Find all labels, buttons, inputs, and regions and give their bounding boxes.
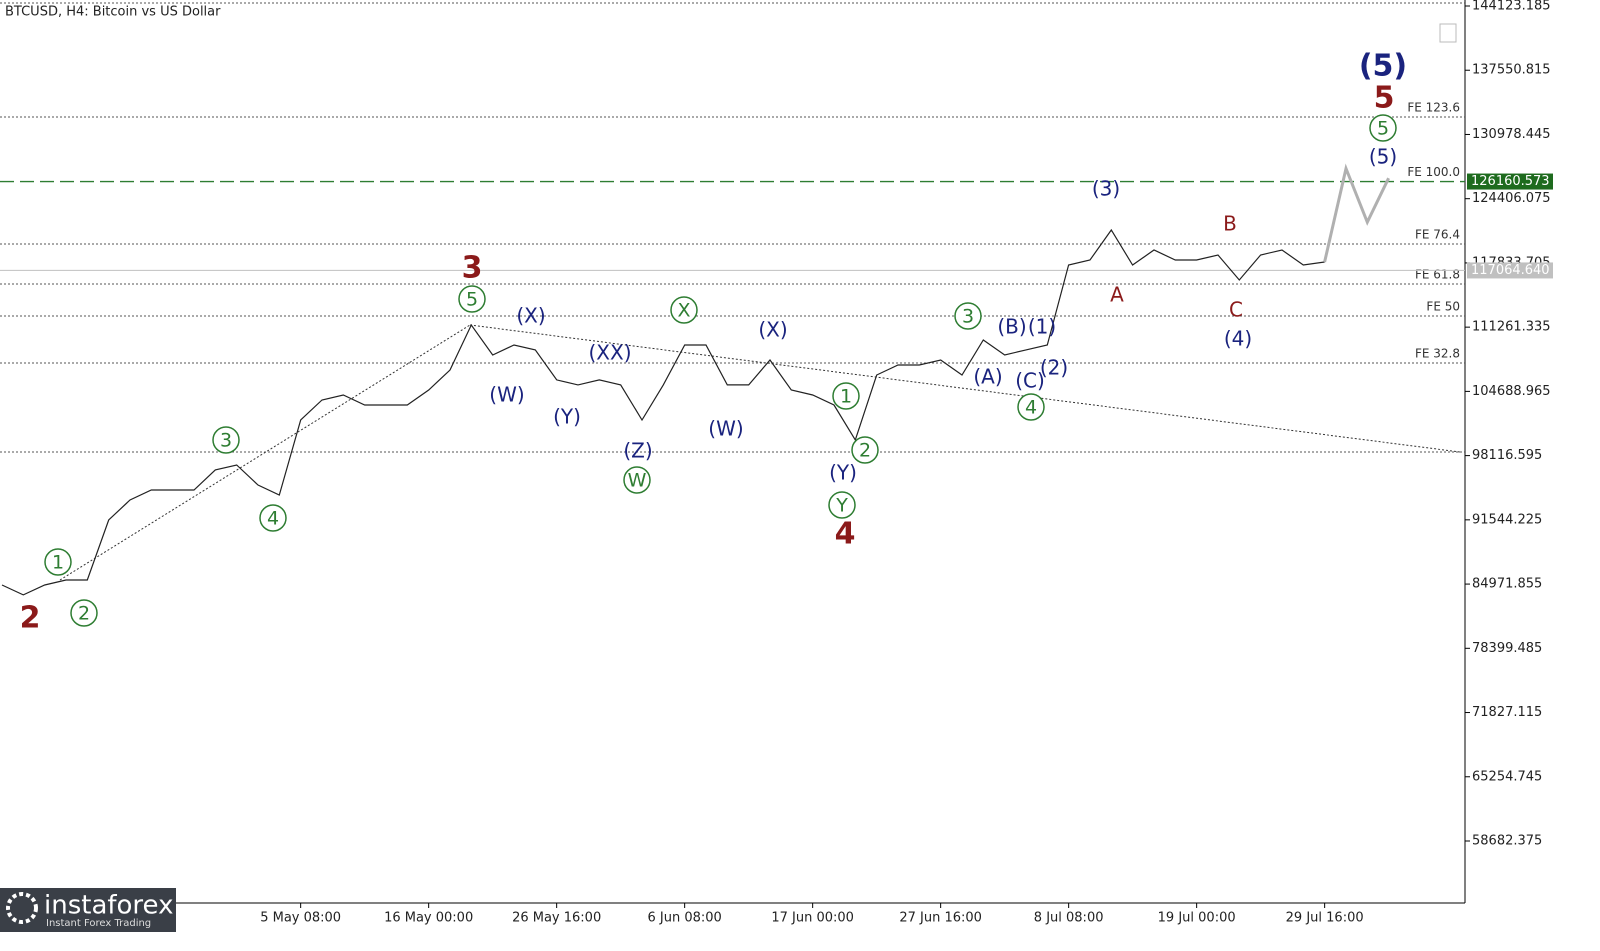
- y-tick-label: 130978.445: [1472, 127, 1551, 142]
- x-tick-label: 19 Jul 00:00: [1158, 911, 1236, 926]
- wave-circle: [44, 548, 72, 576]
- y-tick-label: 58682.375: [1472, 833, 1542, 848]
- x-tick-label: 6 Jun 08:00: [647, 911, 721, 926]
- x-tick-label: 8 Jul 08:00: [1034, 911, 1104, 926]
- wave-label: 1: [840, 386, 852, 408]
- wave-label: Y: [835, 495, 848, 517]
- wave-label: (1): [1028, 315, 1056, 339]
- wave-label: 5: [1374, 81, 1395, 116]
- y-tick-label: 91544.225: [1472, 512, 1542, 527]
- level-label: FE 123.6: [1407, 101, 1460, 115]
- wave-circle: [832, 382, 860, 410]
- wave-circle: [70, 599, 98, 627]
- wave-label: (W): [489, 383, 524, 407]
- y-tick-label: 111261.335: [1472, 320, 1551, 335]
- x-tick-label: 17 Jun 00:00: [771, 911, 854, 926]
- wave-circle: [458, 285, 486, 313]
- wave-label: 2: [20, 601, 41, 636]
- wave-label: B: [1223, 212, 1237, 236]
- y-tick-label: 98116.595: [1472, 448, 1542, 463]
- x-tick-label: 29 Jul 16:00: [1286, 911, 1364, 926]
- wave-circle: [212, 426, 240, 454]
- level-label: FE 32.8: [1415, 346, 1460, 360]
- wave-label: (2): [1040, 356, 1068, 380]
- logo-name: instaforex: [44, 891, 173, 921]
- wave-label: 4: [835, 517, 856, 552]
- level-label: FE 100.0: [1407, 165, 1460, 179]
- level-label: FE 161.8: [1407, 0, 1460, 1]
- trend-line: [59, 324, 471, 581]
- y-tick-label: 104688.965: [1472, 384, 1551, 399]
- wave-label: (Y): [553, 405, 581, 429]
- wave-circle: [623, 466, 651, 494]
- wave-circle: [259, 504, 287, 532]
- y-tick-label: 84971.855: [1472, 577, 1542, 592]
- wave-label: (XX): [588, 341, 631, 365]
- wave-label: 3: [220, 430, 232, 452]
- wave-circle: [1017, 393, 1045, 421]
- wave-label: (Y): [829, 461, 857, 485]
- y-tick-label: 124406.075: [1472, 191, 1551, 206]
- level-badge-label: 126160.573: [1471, 174, 1550, 189]
- wave-label: C: [1229, 298, 1243, 322]
- wave-label: (4): [1224, 327, 1252, 351]
- y-tick-label: 144123.185: [1472, 0, 1551, 13]
- y-tick-label: 137550.815: [1472, 63, 1551, 78]
- wave-label: 2: [78, 603, 90, 625]
- y-tick-label: 65254.745: [1472, 769, 1542, 784]
- wave-label: 1: [52, 552, 64, 574]
- wave-label: (Z): [623, 439, 652, 463]
- wave-label: 4: [1025, 397, 1037, 419]
- y-tick-label: 71827.115: [1472, 705, 1542, 720]
- wave-label: (3): [1092, 177, 1120, 201]
- wave-label: A: [1110, 283, 1124, 307]
- wave-label: (X): [758, 318, 787, 342]
- wave-label: 3: [462, 251, 483, 286]
- y-tick-label: 78399.485: [1472, 641, 1542, 656]
- x-tick-label: 26 May 16:00: [512, 911, 601, 926]
- price-badge-label: 117064.640: [1471, 263, 1550, 278]
- wave-circle: [954, 302, 982, 330]
- wave-label: 5: [1377, 118, 1389, 140]
- wave-label: (X): [516, 304, 545, 328]
- level-label: FE 76.4: [1415, 227, 1460, 241]
- wave-label: W: [628, 470, 647, 492]
- wave-label: 2: [859, 440, 871, 462]
- level-label: FE 50: [1426, 299, 1460, 313]
- wave-label: 4: [267, 508, 279, 530]
- wave-label: (C): [1015, 369, 1045, 393]
- price-badge: [1467, 262, 1553, 279]
- tool-button[interactable]: [1439, 23, 1457, 43]
- wave-label: 3: [962, 306, 974, 328]
- wave-circle: [1369, 114, 1397, 142]
- x-tick-label: 27 Jun 16:00: [899, 911, 982, 926]
- wave-label: 5: [466, 289, 478, 311]
- x-tick-label: 5 May 08:00: [260, 911, 341, 926]
- wave-circle: [670, 296, 698, 324]
- level-badge: [1467, 173, 1553, 190]
- chart-title: BTCUSD, H4: Bitcoin vs US Dollar: [5, 5, 221, 20]
- wave-label: (5): [1359, 49, 1407, 84]
- wave-circle: [828, 491, 856, 519]
- wave-label: (5): [1369, 145, 1397, 169]
- logo-icon: [6, 892, 38, 924]
- wave-label: (B): [997, 315, 1026, 339]
- series-line: [1, 228, 1325, 596]
- logo-tagline: Instant Forex Trading: [46, 918, 151, 929]
- wave-circle: [851, 436, 879, 464]
- wave-label: X: [677, 300, 690, 322]
- x-tick-label: 16 May 00:00: [384, 911, 473, 926]
- wave-label: (A): [973, 365, 1002, 389]
- level-label: FE 61.8: [1415, 267, 1460, 281]
- wave-label: (W): [708, 417, 743, 441]
